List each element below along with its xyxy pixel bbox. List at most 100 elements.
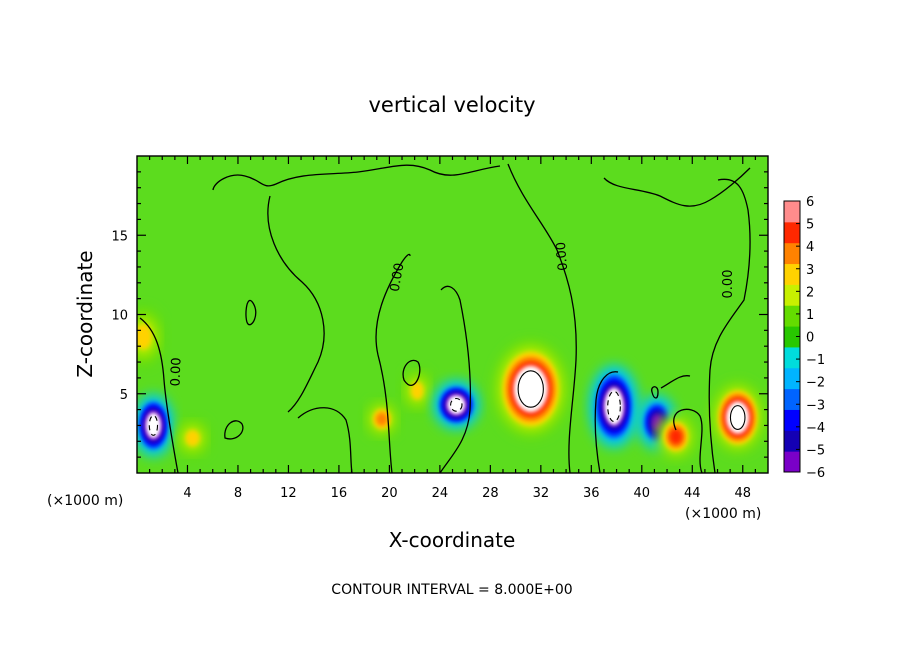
x-tick-label: 8 — [234, 486, 242, 501]
colorbar-label: −5 — [806, 443, 825, 458]
colorbar-swatch — [784, 221, 800, 244]
velocity-cell — [657, 414, 695, 459]
chart-title: vertical velocity — [368, 93, 535, 117]
velocity-level — [410, 381, 424, 400]
velocity-core — [449, 396, 464, 413]
velocity-core — [606, 387, 622, 426]
x-tick-label: 24 — [432, 486, 449, 501]
velocity-cell — [403, 371, 431, 411]
contour-label: 0.00 — [554, 241, 571, 271]
x-axis-label: X-coordinate — [389, 528, 516, 552]
colorbar-label: −4 — [806, 421, 825, 436]
core-contour — [517, 370, 544, 408]
velocity-core — [515, 366, 547, 412]
zero-contour-line — [708, 178, 751, 473]
velocity-cell — [495, 342, 566, 436]
velocity-field — [137, 309, 763, 459]
zero-contour-line — [651, 386, 659, 399]
zero-contour-line — [224, 420, 244, 440]
x-unit-right: (×1000 m) — [685, 506, 761, 522]
velocity-cell — [137, 395, 172, 456]
contour-label: 0.00 — [388, 262, 408, 293]
colorbar-label: −3 — [806, 398, 825, 413]
colorbar-swatch — [784, 430, 800, 452]
colorbar-label: −6 — [806, 466, 825, 481]
zero-contour-line — [245, 299, 257, 326]
colorbar-swatch — [784, 451, 800, 473]
velocity-level — [376, 412, 388, 426]
velocity-cell — [713, 383, 763, 452]
colorbar-swatch — [784, 305, 800, 327]
x-tick-label: 12 — [280, 486, 297, 501]
zero-contour-line — [267, 195, 325, 413]
velocity-cell — [137, 309, 162, 365]
axis-ticks — [137, 156, 768, 473]
x-tick-label: 32 — [533, 486, 550, 501]
zero-contours — [139, 163, 751, 473]
contour-labels: 0.00 0.00 0.00 0.00 — [169, 241, 736, 386]
colorbar-label: 4 — [806, 240, 814, 255]
inner-contours — [148, 370, 746, 436]
colorbar — [783, 200, 801, 473]
zero-contour-line — [594, 371, 619, 473]
y-tick-labels: 5 10 15 — [111, 229, 128, 403]
colorbar-swatch — [784, 284, 800, 306]
velocity-level — [185, 430, 200, 447]
zero-contour-line — [375, 253, 411, 473]
zero-contour-line — [402, 359, 421, 386]
colorbar-label: 0 — [806, 331, 814, 346]
colorbar-swatch — [784, 201, 800, 223]
colorbar-label: 5 — [806, 218, 814, 233]
velocity-core — [148, 413, 159, 438]
x-tick-label: 4 — [183, 486, 191, 501]
core-contour — [148, 414, 159, 436]
core-contour — [450, 397, 463, 412]
velocity-level — [669, 429, 683, 445]
colorbar-swatch — [784, 367, 800, 390]
y-tick-label: 10 — [111, 309, 128, 324]
colorbar-swatch — [784, 326, 800, 348]
core-contour — [729, 405, 746, 430]
velocity-cell — [366, 401, 397, 437]
colorbar-label: 1 — [806, 308, 814, 323]
x-tick-label: 28 — [482, 486, 499, 501]
zero-contour-line — [139, 317, 179, 473]
plot-area: 0.00 0.00 0.00 0.00 — [137, 156, 768, 473]
contour-interval-note: CONTOUR INTERVAL = 8.000E+00 — [331, 582, 572, 598]
colorbar-label: 2 — [806, 285, 814, 300]
x-tick-label: 40 — [634, 486, 651, 501]
velocity-cell — [176, 420, 209, 457]
zero-contour-line — [507, 163, 577, 473]
zero-contour-line — [603, 167, 751, 207]
colorbar-labels: −6 −5 −4 −3 −2 −1 0 1 2 3 4 5 6 — [806, 195, 825, 481]
zero-contour-line — [439, 285, 472, 473]
colorbar-label: 6 — [806, 195, 814, 210]
colorbar-swatch — [784, 242, 800, 265]
core-contour — [607, 390, 621, 423]
velocity-core — [728, 402, 747, 433]
y-tick-label: 15 — [111, 229, 128, 244]
zero-contour-line — [297, 407, 353, 473]
colorbar-swatch — [784, 409, 800, 431]
velocity-level — [651, 414, 663, 431]
zero-contour-line — [212, 164, 501, 191]
colorbar-label: −2 — [806, 376, 825, 391]
contour-label: 0.00 — [169, 357, 185, 386]
zero-contour-line — [660, 375, 691, 389]
colorbar-swatch — [784, 346, 800, 369]
y-axis-label: Z-coordinate — [73, 250, 97, 377]
velocity-cell — [591, 366, 637, 447]
colorbar-label: 3 — [806, 263, 814, 278]
velocity-cell — [434, 382, 478, 428]
x-tick-label: 20 — [381, 486, 398, 501]
y-tick-label: 5 — [120, 388, 128, 403]
x-tick-label: 36 — [583, 486, 600, 501]
colorbar-swatch — [784, 388, 800, 410]
x-tick-label: 44 — [684, 486, 701, 501]
x-unit-left: (×1000 m) — [47, 493, 123, 509]
contour-label: 0.00 — [721, 270, 736, 299]
zero-contour-line — [673, 408, 703, 473]
x-tick-label: 48 — [734, 486, 751, 501]
colorbar-label: −1 — [806, 353, 825, 368]
